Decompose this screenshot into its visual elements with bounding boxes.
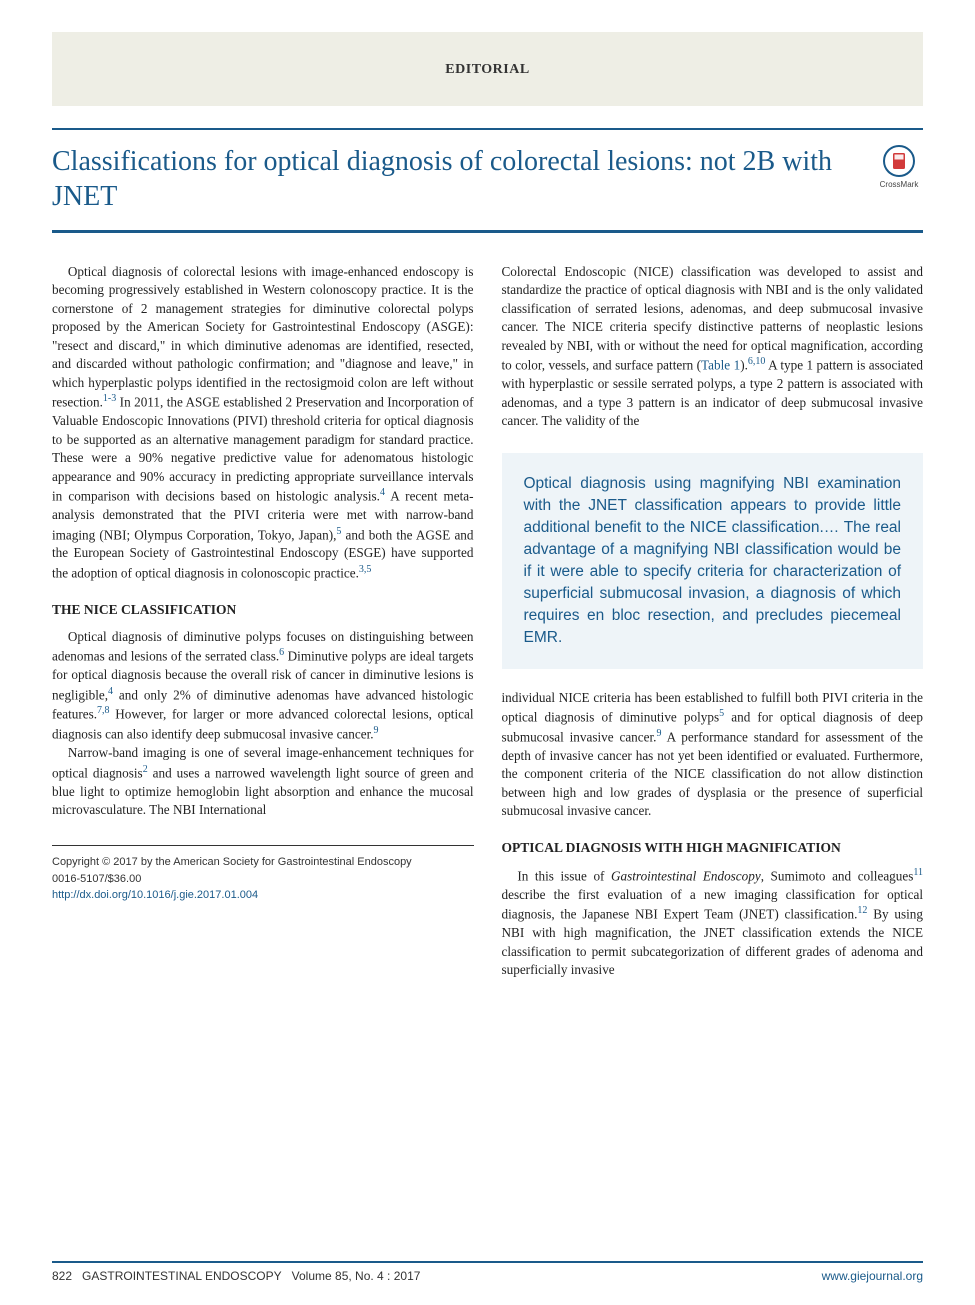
copyright-line: Copyright © 2017 by the American Society… xyxy=(52,854,474,871)
left-para-2: Optical diagnosis of diminutive polyps f… xyxy=(52,628,474,744)
ref-link[interactable]: 11 xyxy=(913,867,923,878)
ref-link[interactable]: 6,10 xyxy=(748,356,766,367)
ref-link[interactable]: 12 xyxy=(857,905,867,916)
section-heading-magnification: OPTICAL DIAGNOSIS WITH HIGH MAGNIFICATIO… xyxy=(502,839,924,858)
crossmark-icon xyxy=(882,144,916,178)
copyright-block: Copyright © 2017 by the American Society… xyxy=(52,845,474,904)
journal-url[interactable]: www.giejournal.org xyxy=(822,1269,923,1283)
right-para-1: Colorectal Endoscopic (NICE) classificat… xyxy=(502,263,924,431)
article-title: Classifications for optical diagnosis of… xyxy=(52,144,875,214)
body-columns: Optical diagnosis of colorectal lesions … xyxy=(52,263,923,980)
left-column: Optical diagnosis of colorectal lesions … xyxy=(52,263,474,980)
page-number: 822 xyxy=(52,1269,72,1283)
right-column: Colorectal Endoscopic (NICE) classificat… xyxy=(502,263,924,980)
text: However, for larger or more advanced col… xyxy=(52,707,474,742)
left-para-3: Narrow-band imaging is one of several im… xyxy=(52,744,474,819)
doi-link[interactable]: http://dx.doi.org/10.1016/j.gie.2017.01.… xyxy=(52,887,474,904)
journal-name-footer: GASTROINTESTINAL ENDOSCOPY xyxy=(82,1269,282,1283)
ref-link[interactable]: 9 xyxy=(374,725,379,736)
right-para-2: individual NICE criteria has been establ… xyxy=(502,689,924,821)
text: Optical diagnosis of colorectal lesions … xyxy=(52,264,474,410)
footer-left: 822 GASTROINTESTINAL ENDOSCOPY Volume 85… xyxy=(52,1269,420,1283)
text: , Sumimoto and colleagues xyxy=(761,868,914,883)
crossmark-label: CrossMark xyxy=(875,180,923,189)
issn-price: 0016-5107/$36.00 xyxy=(52,871,474,888)
text: In 2011, the ASGE established 2 Preserva… xyxy=(52,395,474,504)
callout-box: Optical diagnosis using magnifying NBI e… xyxy=(502,453,924,669)
crossmark-badge[interactable]: CrossMark xyxy=(875,144,923,189)
section-heading-nice: THE NICE CLASSIFICATION xyxy=(52,601,474,620)
text: ). xyxy=(740,358,748,373)
text: In this issue of xyxy=(517,868,611,883)
text: Colorectal Endoscopic (NICE) classificat… xyxy=(502,264,924,373)
right-para-3: In this issue of Gastrointestinal Endosc… xyxy=(502,866,924,980)
ref-link[interactable]: 1-3 xyxy=(103,393,116,404)
left-para-1: Optical diagnosis of colorectal lesions … xyxy=(52,263,474,583)
ref-link[interactable]: 3,5 xyxy=(359,564,372,575)
title-block: Classifications for optical diagnosis of… xyxy=(52,128,923,233)
page-footer: 822 GASTROINTESTINAL ENDOSCOPY Volume 85… xyxy=(52,1261,923,1283)
table-ref-link[interactable]: Table 1 xyxy=(701,358,740,373)
editorial-label: EDITORIAL xyxy=(445,62,529,77)
editorial-banner: EDITORIAL xyxy=(52,32,923,106)
volume-info: Volume 85, No. 4 : 2017 xyxy=(292,1269,421,1283)
ref-link[interactable]: 7,8 xyxy=(97,705,110,716)
journal-name: Gastrointestinal Endoscopy xyxy=(611,868,761,883)
